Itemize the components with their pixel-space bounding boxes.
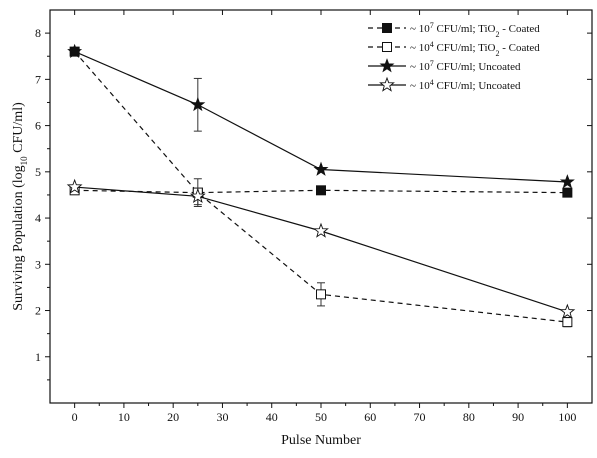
y-axis-title-subscript: 10: [19, 156, 29, 166]
x-tick-label: 100: [558, 410, 576, 424]
legend-label-exponent: 7: [430, 21, 434, 30]
legend-marker: [382, 42, 392, 52]
series-2: [69, 178, 573, 328]
legend-label-subscript: 2: [495, 30, 499, 39]
x-tick-label: 40: [266, 410, 278, 424]
y-tick-label: 2: [35, 304, 41, 318]
y-axis-title-main: Surviving Population (log: [11, 165, 26, 310]
ticks-group: 0 10 20 30 40 50 60 70 80 90 100 1 2 3 4 5 6 7 8: [35, 10, 592, 424]
data-point: [316, 289, 326, 300]
legend-label-exponent: 7: [430, 59, 434, 68]
legend-item-2: ~ 104 CFU/ml; TiO2 - Coated: [368, 40, 540, 58]
data-point: [67, 43, 83, 58]
legend-marker: [379, 58, 395, 73]
series-4: [66, 178, 576, 319]
x-tick-label: 60: [364, 410, 376, 424]
y-tick-label: 1: [35, 350, 41, 364]
data-point: [559, 303, 576, 319]
legend-label-subscript: 2: [495, 49, 499, 58]
legend-item-3: ~ 107 CFU/ml; Uncoated: [368, 58, 521, 74]
x-tick-label: 10: [118, 410, 130, 424]
x-tick-label: 50: [315, 410, 327, 424]
x-tick-label: 30: [216, 410, 228, 424]
y-axis-title: Surviving Population (log10 CFU/ml): [11, 102, 29, 311]
data-point: [313, 222, 329, 238]
legend-label-part: - Coated: [499, 42, 540, 54]
x-tick-label: 90: [512, 410, 524, 424]
x-tick-label: 70: [414, 410, 426, 424]
legend: ~ 107 CFU/ml; TiO2 - Coated~ 104 CFU/ml;…: [368, 21, 540, 93]
legend-label-part: ~ 10: [410, 23, 430, 35]
legend-label: ~ 107 CFU/ml; Uncoated: [410, 59, 521, 74]
legend-label: ~ 104 CFU/ml; TiO2 - Coated: [410, 40, 540, 58]
legend-label-exponent: 4: [430, 40, 434, 49]
x-axis-title: Pulse Number: [281, 433, 361, 448]
series-group: [66, 43, 576, 328]
legend-label: ~ 107 CFU/ml; TiO2 - Coated: [410, 21, 540, 39]
legend-item-4: ~ 104 CFU/ml; Uncoated: [368, 76, 521, 93]
legend-label-part: ~ 10: [410, 80, 430, 92]
data-point: [562, 187, 573, 198]
legend-label-part: - Coated: [499, 23, 540, 35]
data-point: [190, 96, 206, 112]
data-point: [316, 185, 326, 196]
y-tick-label: 7: [35, 72, 41, 86]
legend-label-part: CFU/ml; Uncoated: [434, 80, 521, 92]
y-tick-label: 3: [35, 257, 41, 271]
x-tick-label: 20: [167, 410, 179, 424]
x-tick-label: 0: [72, 410, 78, 424]
legend-label-part: ~ 10: [410, 61, 430, 73]
data-point: [313, 161, 329, 176]
legend-label-part: CFU/ml; TiO: [434, 23, 496, 35]
legend-label-part: CFU/ml; Uncoated: [434, 61, 521, 73]
legend-label-exponent: 4: [430, 78, 434, 87]
x-tick-label: 80: [463, 410, 475, 424]
y-tick-label: 6: [35, 119, 41, 133]
series-line: [74, 186, 568, 313]
data-point: [562, 317, 573, 328]
data-point: [189, 188, 206, 204]
legend-label-part: CFU/ml; TiO: [434, 42, 496, 54]
legend-marker: [379, 76, 395, 92]
series-line: [74, 189, 568, 323]
legend-label-part: ~ 10: [410, 42, 430, 54]
legend-marker: [382, 23, 392, 33]
legend-item-1: ~ 107 CFU/ml; TiO2 - Coated: [368, 21, 540, 39]
data-point: [66, 178, 83, 194]
y-tick-label: 8: [35, 26, 41, 40]
series-line: [74, 51, 568, 183]
y-tick-label: 5: [35, 165, 41, 179]
y-tick-label: 4: [35, 211, 41, 225]
series-line: [74, 51, 568, 194]
series-3: [67, 43, 575, 189]
y-axis-title-unit: CFU/ml): [11, 102, 26, 156]
data-point: [559, 174, 575, 189]
legend-label: ~ 104 CFU/ml; Uncoated: [410, 78, 521, 93]
